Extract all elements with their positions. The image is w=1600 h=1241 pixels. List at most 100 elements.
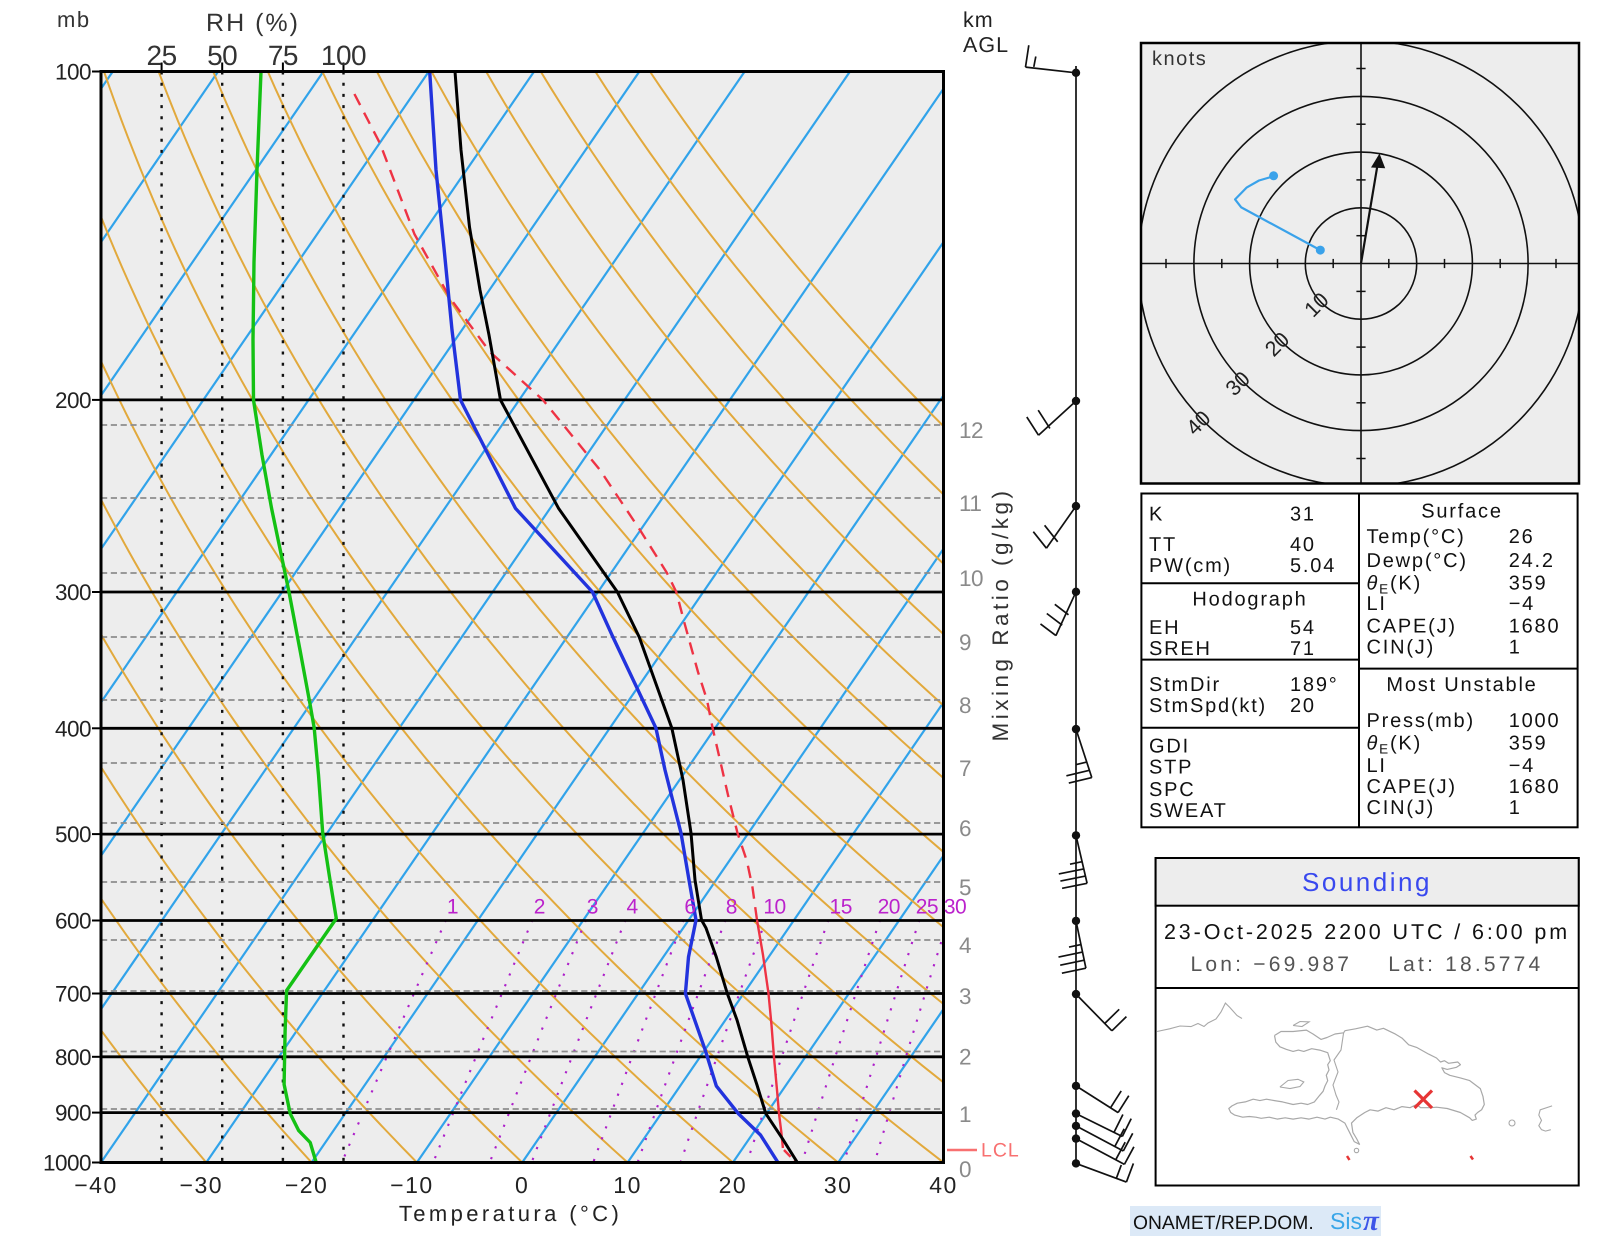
- svg-text:RH (%): RH (%): [206, 9, 300, 37]
- svg-text:SPC: SPC: [1149, 779, 1196, 801]
- svg-text:−10: −10: [390, 1172, 434, 1198]
- svg-text:0: 0: [515, 1172, 529, 1198]
- svg-text:Lon: −69.987 Lat: 18.5774: Lon: −69.987 Lat: 18.5774: [1191, 953, 1544, 976]
- svg-text:31: 31: [1290, 504, 1316, 526]
- svg-text:400: 400: [55, 716, 91, 741]
- svg-text:Mixing Ratio (g/kg): Mixing Ratio (g/kg): [988, 487, 1013, 741]
- svg-text:10: 10: [959, 566, 983, 591]
- svg-text:8: 8: [726, 896, 737, 919]
- svg-text:359: 359: [1509, 732, 1548, 754]
- svg-text:−30: −30: [180, 1172, 224, 1198]
- svg-text:−4: −4: [1509, 755, 1535, 777]
- svg-text:600: 600: [55, 909, 91, 934]
- svg-text:5.04: 5.04: [1290, 555, 1336, 577]
- svg-text:30: 30: [944, 896, 966, 919]
- svg-text:1: 1: [1509, 637, 1522, 659]
- svg-text:AGL: AGL: [963, 33, 1009, 57]
- svg-text:LCL: LCL: [981, 1140, 1020, 1162]
- svg-text:50: 50: [207, 40, 237, 71]
- svg-text:40: 40: [929, 1172, 958, 1198]
- svg-text:6: 6: [684, 896, 695, 919]
- svg-text:StmDir: StmDir: [1149, 674, 1221, 696]
- svg-text:20: 20: [878, 896, 900, 919]
- svg-text:9: 9: [959, 630, 971, 655]
- svg-text:100: 100: [321, 40, 366, 71]
- svg-text:30: 30: [824, 1172, 853, 1198]
- svg-text:2: 2: [959, 1045, 971, 1070]
- svg-text:LI: LI: [1367, 593, 1387, 615]
- svg-text:knots: knots: [1152, 48, 1207, 70]
- svg-text:Surface: Surface: [1421, 500, 1503, 522]
- svg-text:11: 11: [959, 491, 981, 516]
- svg-text:SREH: SREH: [1149, 638, 1212, 660]
- svg-text:300: 300: [55, 580, 91, 605]
- svg-text:Sounding: Sounding: [1302, 867, 1432, 897]
- svg-text:12: 12: [959, 418, 983, 443]
- svg-text:1: 1: [447, 896, 458, 919]
- svg-text:15: 15: [830, 896, 852, 919]
- svg-text:Sis: Sis: [1330, 1208, 1362, 1234]
- svg-text:Most Unstable: Most Unstable: [1386, 674, 1537, 696]
- svg-text:20: 20: [719, 1172, 748, 1198]
- svg-text:GDI: GDI: [1149, 735, 1190, 757]
- svg-text:CIN(J): CIN(J): [1367, 797, 1436, 819]
- svg-text:1: 1: [959, 1102, 971, 1127]
- svg-text:500: 500: [55, 822, 91, 847]
- svg-text:3: 3: [959, 984, 971, 1009]
- svg-text:θE(K): θE(K): [1367, 732, 1423, 756]
- svg-text:700: 700: [55, 982, 91, 1007]
- svg-text:10: 10: [763, 896, 785, 919]
- svg-text:Dewp(°C): Dewp(°C): [1367, 550, 1468, 572]
- svg-text:CAPE(J): CAPE(J): [1367, 776, 1457, 798]
- svg-text:189°: 189°: [1290, 674, 1339, 696]
- svg-text:26: 26: [1509, 526, 1535, 548]
- svg-text:900: 900: [55, 1101, 91, 1126]
- svg-text:71: 71: [1290, 638, 1316, 660]
- svg-text:LI: LI: [1367, 755, 1387, 777]
- svg-text:K: K: [1149, 504, 1164, 526]
- svg-text:10: 10: [613, 1172, 642, 1198]
- svg-text:SWEAT: SWEAT: [1149, 800, 1228, 822]
- svg-text:Temperatura (°C): Temperatura (°C): [399, 1201, 622, 1226]
- svg-text:PW(cm): PW(cm): [1149, 555, 1232, 577]
- svg-text:TT: TT: [1149, 534, 1177, 556]
- svg-text:Temp(°C): Temp(°C): [1367, 526, 1466, 548]
- svg-text:4: 4: [627, 896, 639, 919]
- svg-text:25: 25: [147, 40, 177, 71]
- svg-text:1680: 1680: [1509, 776, 1561, 798]
- svg-text:mb: mb: [57, 7, 91, 32]
- svg-text:−20: −20: [285, 1172, 329, 1198]
- svg-text:8: 8: [959, 693, 971, 718]
- svg-text:ONAMET/REP.DOM.: ONAMET/REP.DOM.: [1133, 1213, 1314, 1234]
- svg-text:24.2: 24.2: [1509, 550, 1555, 572]
- svg-text:km: km: [963, 8, 994, 32]
- svg-text:STP: STP: [1149, 756, 1193, 778]
- svg-text:54: 54: [1290, 617, 1316, 639]
- svg-text:25: 25: [916, 896, 938, 919]
- svg-text:23-Oct-2025 2200 UTC / 6:00 pm: 23-Oct-2025 2200 UTC / 6:00 pm: [1164, 920, 1570, 944]
- svg-text:−40: −40: [74, 1172, 118, 1198]
- svg-text:0: 0: [959, 1157, 972, 1182]
- svg-text:7: 7: [959, 756, 971, 781]
- svg-text:CIN(J): CIN(J): [1367, 637, 1436, 659]
- svg-text:StmSpd(kt): StmSpd(kt): [1149, 695, 1267, 717]
- svg-text:π: π: [1363, 1205, 1380, 1236]
- svg-text:Hodograph: Hodograph: [1192, 589, 1307, 611]
- svg-text:6: 6: [959, 816, 971, 841]
- svg-text:EH: EH: [1149, 617, 1180, 639]
- svg-text:40: 40: [1290, 534, 1316, 556]
- svg-text:−4: −4: [1509, 593, 1535, 615]
- svg-text:75: 75: [268, 40, 298, 71]
- svg-text:1: 1: [1509, 797, 1522, 819]
- svg-text:4: 4: [959, 933, 971, 958]
- svg-text:2: 2: [534, 896, 545, 919]
- svg-text:CAPE(J): CAPE(J): [1367, 616, 1457, 638]
- svg-text:1680: 1680: [1509, 616, 1561, 638]
- svg-text:800: 800: [55, 1045, 91, 1070]
- svg-text:100: 100: [55, 60, 91, 85]
- svg-text:3: 3: [587, 896, 598, 919]
- svg-text:Press(mb): Press(mb): [1367, 710, 1475, 732]
- svg-text:1000: 1000: [1509, 710, 1561, 732]
- svg-text:20: 20: [1290, 695, 1316, 717]
- svg-text:200: 200: [55, 388, 91, 413]
